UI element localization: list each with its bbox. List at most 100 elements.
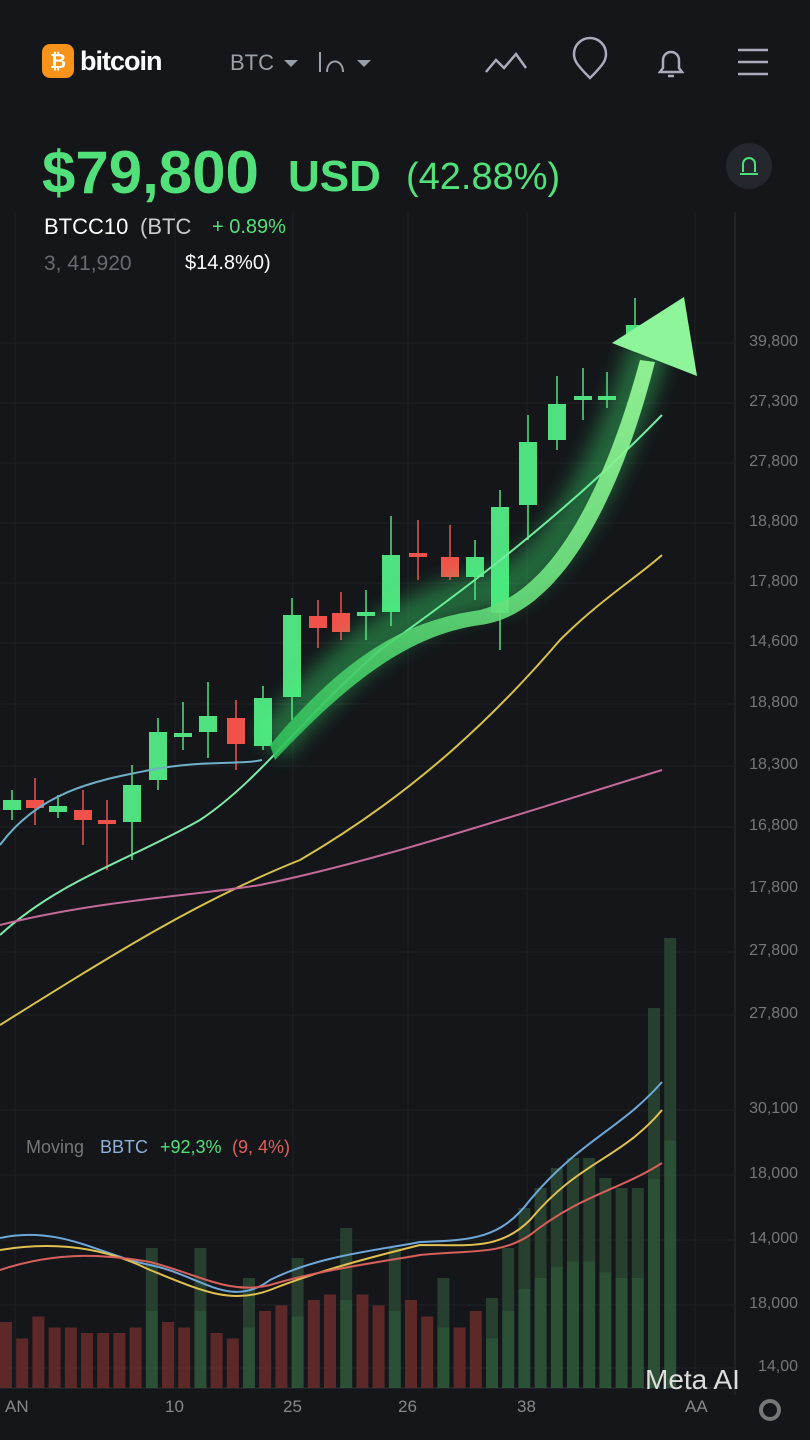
volume-bar xyxy=(340,1300,353,1388)
volume-bar xyxy=(599,1272,612,1388)
menu-icon[interactable] xyxy=(738,48,768,76)
volume-bar xyxy=(129,1327,142,1388)
y-axis-label: 27,800 xyxy=(749,1005,798,1022)
candle-body xyxy=(149,732,167,780)
candle-body xyxy=(466,557,484,577)
logo-text: bitcoin xyxy=(80,46,162,76)
candle-body xyxy=(174,733,192,737)
chart-type-icon[interactable] xyxy=(319,52,344,73)
y-axis-label: 18,000 xyxy=(749,1295,798,1312)
svg-text:₿: ₿ xyxy=(50,51,66,73)
location-icon[interactable] xyxy=(572,36,608,80)
candle-body xyxy=(574,396,592,400)
volume-bar xyxy=(502,1311,515,1388)
volume-bar xyxy=(81,1333,93,1388)
volume-bar xyxy=(145,1248,158,1311)
candle-body xyxy=(598,396,616,400)
volume-bar xyxy=(664,938,677,1141)
candle-body xyxy=(26,800,44,808)
volume-bar xyxy=(583,1261,596,1388)
watermark: Meta AI xyxy=(645,1364,740,1395)
volume-bar xyxy=(243,1278,255,1328)
volume-bar xyxy=(194,1311,207,1388)
volume: 3, 41,920 xyxy=(44,252,132,275)
indicator-line xyxy=(0,1109,663,1298)
volume-bar xyxy=(291,1316,304,1388)
trend-arrow-head xyxy=(612,297,697,376)
y-axis-label: 18,800 xyxy=(749,513,798,530)
volume-bar xyxy=(324,1294,336,1388)
volume-bar xyxy=(437,1327,450,1388)
x-axis-label: AN xyxy=(5,1397,29,1416)
volume-bar xyxy=(145,1311,158,1388)
indicator-line xyxy=(0,1162,663,1289)
volume-bar xyxy=(648,1008,660,1179)
price-change: (42.88%) xyxy=(406,156,561,198)
candle-body xyxy=(441,557,459,577)
y-axis-label: 14,600 xyxy=(749,633,798,650)
y-axis-label: 30,100 xyxy=(749,1100,798,1117)
ticker-sub: (BTC xyxy=(140,214,192,239)
moving-average-line xyxy=(0,759,263,846)
candle-body xyxy=(98,820,116,824)
x-axis-label: AA xyxy=(685,1397,708,1416)
volume-bar xyxy=(0,1322,12,1388)
indicator-icon[interactable] xyxy=(485,51,528,73)
volume-bar xyxy=(631,1188,644,1278)
x-axis-label: 26 xyxy=(398,1397,417,1416)
x-axis-label: 38 xyxy=(517,1397,536,1416)
y-axis-label: 27,800 xyxy=(749,453,798,470)
indicator-name: Moving xyxy=(26,1137,85,1157)
volume-bar xyxy=(291,1258,304,1317)
alert-button[interactable] xyxy=(726,143,772,189)
y-axis-label: 17,800 xyxy=(749,573,798,590)
candle-body xyxy=(332,613,350,632)
dropdown-caret[interactable] xyxy=(284,60,371,67)
volume-bar xyxy=(388,1248,401,1311)
volume-bar xyxy=(534,1188,547,1278)
y-axis-label: 18,300 xyxy=(749,756,798,773)
candle-body xyxy=(409,553,427,557)
candle-body xyxy=(548,404,566,440)
y-axis-label: 18,000 xyxy=(749,1165,798,1182)
candle-body xyxy=(199,716,217,732)
volume-bar xyxy=(437,1278,450,1328)
volume-bar xyxy=(356,1294,369,1388)
candle-body xyxy=(283,615,301,697)
volume-bar xyxy=(405,1300,417,1388)
candle-body xyxy=(123,785,141,822)
volume-change: $14.8%0) xyxy=(185,252,271,274)
y-axis-label: 27,800 xyxy=(749,942,798,959)
candle-body xyxy=(357,612,375,616)
volume-bar xyxy=(453,1327,466,1388)
volume-bar xyxy=(615,1278,628,1388)
volume-bar xyxy=(486,1338,498,1388)
volume-bar xyxy=(226,1338,239,1388)
pair-selector[interactable]: BTC xyxy=(230,50,274,75)
volume-bar xyxy=(64,1327,77,1388)
volume-bar xyxy=(372,1305,385,1388)
volume-bar xyxy=(648,1179,660,1388)
candle-body xyxy=(49,806,67,812)
y-axis-label: 14,00 xyxy=(757,1358,798,1375)
candle-body xyxy=(309,616,327,628)
x-axis-label: 10 xyxy=(165,1397,184,1416)
volume-bar xyxy=(275,1305,288,1388)
volume-bar xyxy=(567,1261,579,1388)
alert-icon[interactable] xyxy=(657,50,685,78)
y-axis-label: 16,800 xyxy=(749,817,798,834)
candle-body xyxy=(519,442,537,505)
volume-bar xyxy=(664,1140,677,1388)
indicator-line xyxy=(0,1081,663,1293)
settings-icon[interactable] xyxy=(759,1399,781,1421)
volume-bar xyxy=(243,1327,255,1388)
x-axis-label: 25 xyxy=(283,1397,302,1416)
y-axis-label: 27,300 xyxy=(749,393,798,410)
volume-bar xyxy=(469,1311,482,1388)
moving-average-line xyxy=(0,554,663,1026)
indicator-down: (9, 4%) xyxy=(232,1137,291,1157)
volume-bar xyxy=(210,1333,223,1388)
volume-bar xyxy=(583,1158,596,1262)
